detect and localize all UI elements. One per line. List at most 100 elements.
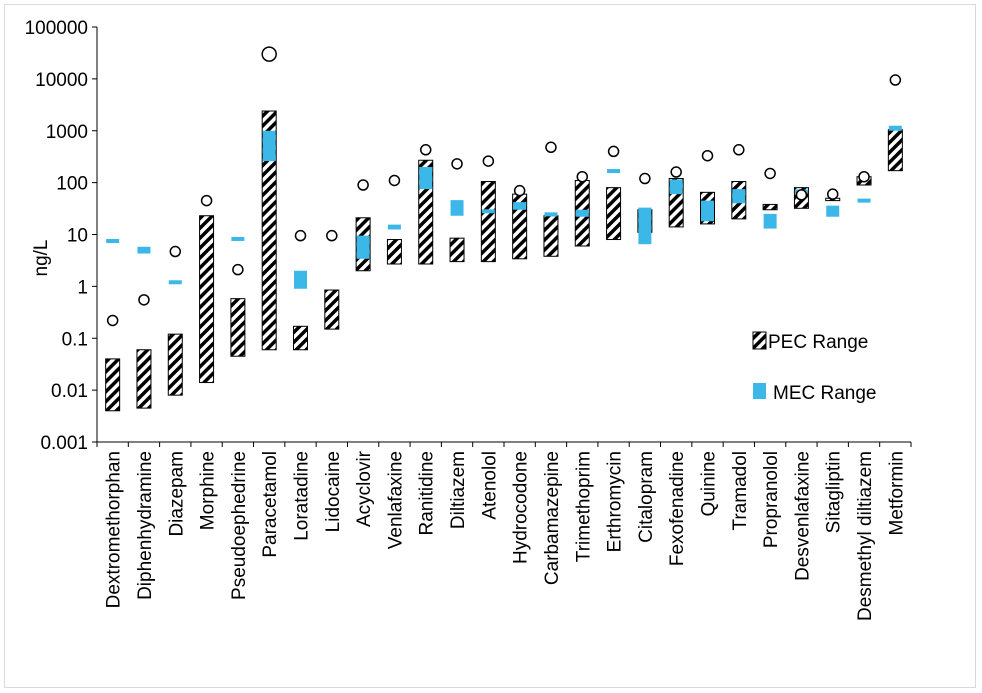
- max-marker: [419, 144, 432, 156]
- pec-range-bar: [230, 298, 246, 357]
- pec-range-bar: [606, 187, 622, 241]
- y-tick-label: 10000: [35, 70, 88, 91]
- pec-range-bar: [136, 349, 152, 409]
- category-label: Sitagliptin: [824, 451, 845, 533]
- mec-range-bar: [544, 212, 558, 217]
- category-label: Propranolol: [761, 451, 782, 548]
- max-marker: [670, 166, 682, 178]
- category-label: Erthromycin: [605, 451, 626, 552]
- pec-range-bar: [543, 215, 559, 257]
- mec-range-bar: [294, 270, 307, 289]
- category-label: Venlafaxine: [385, 451, 406, 549]
- max-marker: [326, 229, 338, 242]
- pec-range-bar: [324, 289, 340, 330]
- category-label: Morphine: [198, 451, 219, 530]
- max-marker: [200, 194, 213, 207]
- max-marker: [294, 229, 307, 242]
- legend-swatch-pec: [752, 331, 767, 350]
- pec-range-bar: [480, 181, 496, 263]
- pec-range-bar: [261, 110, 277, 351]
- pec-range-bar: [293, 325, 308, 351]
- pec-range-bar: [167, 333, 183, 396]
- mec-range-bar: [857, 198, 871, 203]
- max-marker: [451, 158, 463, 170]
- max-marker: [701, 149, 714, 162]
- category-label: Pseudoephedrine: [229, 451, 250, 600]
- y-tick-label: 1000: [46, 122, 88, 143]
- plot-area: 0.001 0.01 0.1 1 10 100 1000 10000 100000 Dextrom…: [25, 18, 912, 621]
- max-marker: [357, 179, 369, 191]
- mec-range-bar: [450, 200, 464, 216]
- legend-label-mec: MEC Range: [773, 383, 877, 404]
- pec-range-bar: [762, 203, 778, 211]
- max-marker: [482, 155, 495, 167]
- category-label: Tramadol: [730, 451, 751, 531]
- mec-range-bar: [826, 205, 840, 217]
- max-marker: [764, 167, 776, 180]
- mec-range-bar: [106, 238, 120, 243]
- max-marker: [545, 141, 557, 154]
- category-label: Diphenhydramine: [135, 451, 156, 600]
- y-tick-label: 100: [56, 174, 88, 195]
- category-label: Diltiazem: [448, 451, 469, 529]
- legend-swatch-mec: [753, 383, 766, 399]
- max-marker: [169, 245, 182, 258]
- category-label: Ranitidine: [417, 451, 438, 536]
- legend: PEC Range MEC Range: [752, 331, 877, 404]
- mec-range-bar: [763, 213, 777, 229]
- category-label: Metformin: [886, 451, 907, 535]
- category-label: Desmethyl diltiazem: [855, 451, 876, 621]
- mec-range-bar: [575, 209, 589, 217]
- pec-range-bar: [199, 215, 215, 384]
- category-label: Atenolol: [479, 451, 500, 520]
- max-marker: [576, 170, 589, 183]
- max-marker: [138, 294, 150, 306]
- mec-range-bar: [419, 167, 433, 190]
- max-marker: [106, 314, 119, 327]
- mec-range-bar: [387, 224, 401, 230]
- category-label: Citalopram: [636, 451, 657, 543]
- y-tick-label: 1: [77, 277, 88, 298]
- mec-range-bar: [732, 189, 746, 204]
- y-tick-label: 0.01: [51, 381, 88, 402]
- y-tick-label: 0.1: [62, 329, 88, 350]
- legend-label-pec: PEC Range: [768, 332, 868, 353]
- mec-range-bar: [231, 236, 245, 241]
- max-marker: [513, 184, 526, 197]
- y-axis-label: ng/L: [31, 240, 52, 277]
- pec-range-bar: [449, 237, 465, 263]
- y-tick-label: 10: [67, 226, 88, 247]
- mec-range-bar: [888, 125, 902, 131]
- max-marker: [826, 188, 839, 200]
- category-label: Desvenlafaxine: [792, 451, 813, 581]
- mec-range-bar: [481, 209, 495, 214]
- mec-range-bar: [356, 235, 370, 259]
- mec-range-bar: [262, 130, 276, 162]
- category-label: Hydrocodone: [511, 451, 532, 564]
- max-marker: [795, 189, 808, 201]
- mec-range-bar: [638, 207, 652, 245]
- category-label: Loratadine: [292, 451, 313, 541]
- category-label: Acyclovir: [354, 450, 375, 527]
- max-marker: [607, 145, 620, 158]
- mec-range-bar: [607, 169, 621, 174]
- mec-range-bar: [168, 280, 182, 285]
- category-label: Quinine: [699, 451, 720, 517]
- pec-range-bar: [887, 129, 903, 172]
- category-label: Diazepam: [166, 451, 187, 537]
- max-marker: [261, 46, 277, 62]
- max-marker: [889, 74, 902, 86]
- category-label: Carbamazepine: [542, 451, 563, 585]
- max-marker: [388, 174, 401, 187]
- mec-range-bar: [701, 200, 714, 222]
- category-label: Fexofenadine: [667, 451, 688, 566]
- mec-range-bar: [513, 202, 527, 210]
- category-label: Dextromethorphan: [104, 451, 125, 608]
- max-marker: [639, 172, 651, 185]
- y-tick-label: 0.001: [40, 433, 88, 454]
- y-tick-label: 100000: [25, 18, 88, 39]
- mec-range-bar: [669, 179, 683, 195]
- pec-range-bar: [386, 239, 402, 265]
- pec-range-bar: [105, 358, 121, 412]
- category-label: Trimethoprim: [573, 451, 594, 562]
